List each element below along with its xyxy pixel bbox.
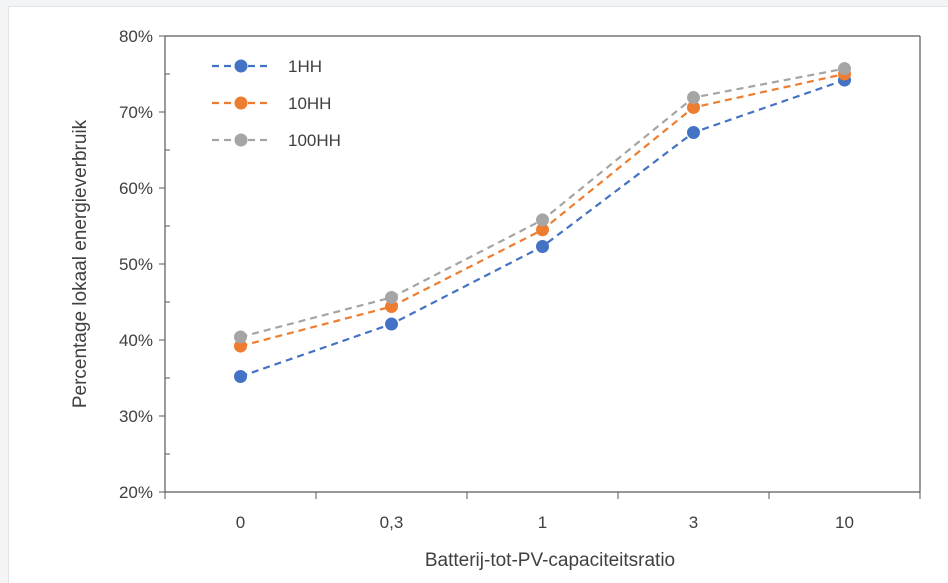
legend-entry: 1HH — [212, 57, 322, 76]
legend-label: 1HH — [288, 57, 322, 76]
legend-marker — [234, 59, 248, 73]
x-tick-label: 10 — [835, 513, 854, 532]
series-line — [240, 72, 845, 348]
legend-marker — [234, 96, 248, 110]
data-point — [838, 62, 851, 76]
y-tick-label: 50% — [119, 255, 153, 274]
y-tick-label: 20% — [119, 483, 153, 502]
legend: 1HH 10HH 100HH — [212, 57, 341, 150]
legend-entry: 10HH — [212, 94, 331, 113]
legend-label: 100HH — [288, 131, 341, 150]
data-point — [234, 369, 247, 383]
data-point — [385, 300, 398, 314]
axes: 20% 30% 40% 50% 60% 70% 80% 0 0,3 1 3 10 — [119, 27, 921, 532]
data-point — [536, 213, 549, 227]
legend-label: 10HH — [288, 94, 331, 113]
data-point — [687, 126, 700, 140]
data-point — [234, 330, 247, 344]
y-tick-label: 70% — [119, 103, 153, 122]
x-axis-title: Batterij-tot-PV-capaciteitsratio — [425, 550, 675, 571]
y-tick-label: 60% — [119, 179, 153, 198]
data-point — [234, 339, 247, 353]
legend-marker — [234, 133, 248, 147]
data-point — [687, 91, 700, 105]
y-tick-label: 80% — [119, 27, 153, 46]
y-tick-label: 40% — [119, 331, 153, 350]
x-tick-label: 3 — [689, 513, 698, 532]
x-tick-label: 0 — [236, 513, 245, 532]
y-tick-label: 30% — [119, 407, 153, 426]
data-point — [536, 223, 549, 237]
data-point — [536, 240, 549, 254]
y-axis-title: Percentage lokaal energieverbruik — [70, 119, 91, 408]
data-point — [385, 317, 398, 331]
data-point — [687, 100, 700, 114]
legend-entry: 100HH — [212, 131, 341, 150]
x-tick-label: 0,3 — [380, 513, 404, 532]
series-layer — [234, 62, 851, 383]
data-point — [385, 290, 398, 304]
series-100HH — [234, 62, 851, 344]
x-tick-label: 1 — [538, 513, 547, 532]
series-10HH — [234, 67, 851, 353]
